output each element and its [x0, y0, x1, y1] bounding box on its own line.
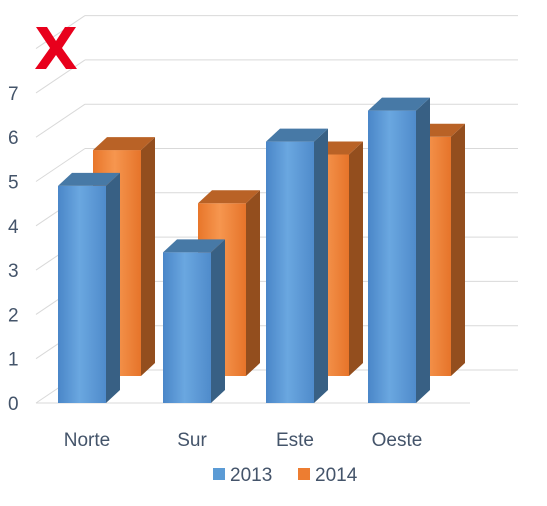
bar-side-face [246, 190, 260, 376]
bar-side-face [416, 97, 430, 404]
x-tick-label: Sur [177, 430, 207, 451]
bar-side-face [106, 172, 120, 403]
x-tick-label: Oeste [372, 430, 423, 451]
y-tick-label: 4 [8, 217, 19, 238]
x-tick-label: Este [276, 430, 314, 451]
legend-swatch [298, 468, 310, 480]
y-tick-label: 6 [8, 128, 19, 149]
bar-top-face [266, 128, 328, 142]
legend-label: 2014 [315, 465, 358, 486]
y-tick-label: 5 [8, 173, 19, 194]
bar-side-face [349, 141, 363, 376]
bar-side-face [451, 123, 465, 376]
bar-top-face [58, 172, 120, 186]
bar-front-face [58, 185, 106, 403]
legend: 2013 2014 [213, 465, 358, 486]
y-tick-label: 0 [8, 394, 19, 415]
x-axis-tick-labels: Norte Sur Este Oeste [64, 430, 423, 451]
gridline-depth [35, 59, 86, 94]
bar-side-face [314, 128, 328, 403]
y-tick-label: 7 [8, 84, 19, 105]
bar-front-face [163, 252, 211, 403]
bar-2013-este [266, 128, 328, 403]
x-tick-label: Norte [64, 430, 110, 451]
gridline-depth [35, 15, 86, 50]
y-axis-tick-labels: 0 1 2 3 4 5 6 7 [8, 84, 19, 415]
bar-front-face [368, 110, 416, 404]
bar-side-face [211, 239, 225, 403]
bar-front-face [266, 141, 314, 403]
y-tick-label: 2 [8, 305, 19, 326]
bars [58, 97, 465, 404]
y-tick-label: 3 [8, 261, 19, 282]
bar-side-face [141, 137, 155, 376]
bar-2013-oeste [368, 97, 430, 404]
legend-label: 2013 [230, 465, 272, 486]
bar-top-face [93, 137, 155, 151]
legend-swatch [213, 468, 225, 480]
overlay [35, 27, 77, 69]
bar-2013-sur [163, 239, 225, 403]
bar-2013-norte [58, 172, 120, 403]
gridline-depth [35, 148, 86, 182]
bar-top-face [198, 190, 260, 204]
gridline-depth [35, 103, 86, 138]
bar-top-face [368, 97, 430, 111]
red-x-mark-icon [35, 27, 77, 69]
bar-top-face [163, 239, 225, 253]
y-tick-label: 1 [8, 350, 19, 371]
